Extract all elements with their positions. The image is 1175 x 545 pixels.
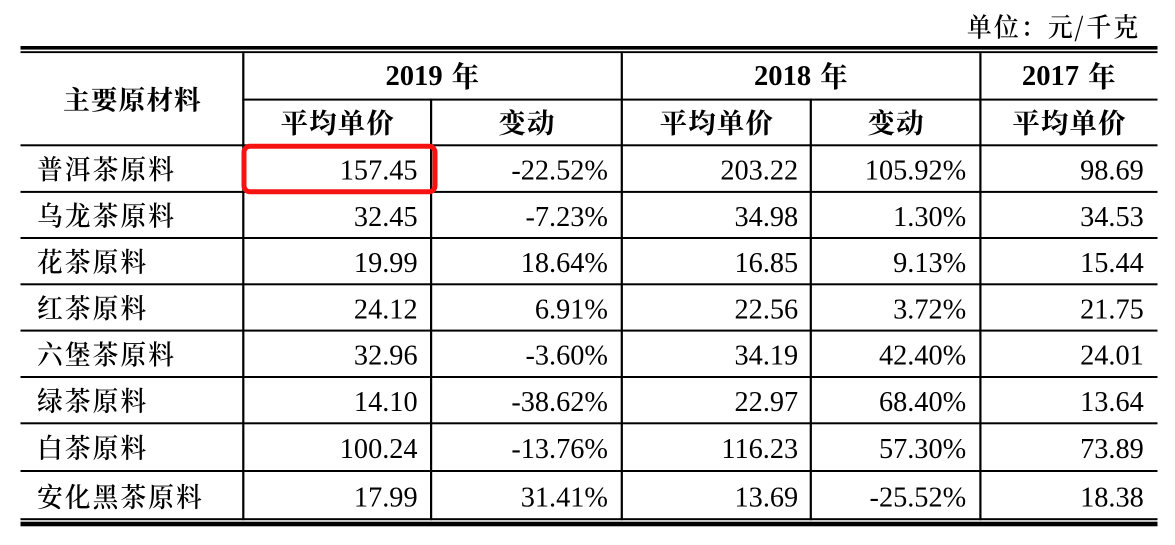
svg-text:22.97: 22.97	[735, 387, 799, 418]
svg-text:-22.52%: -22.52%	[511, 156, 608, 187]
svg-text:15.44: 15.44	[1080, 248, 1144, 279]
svg-text:3.72%: 3.72%	[893, 294, 966, 325]
svg-text:17.99: 17.99	[354, 482, 418, 513]
svg-text:22.56: 22.56	[735, 294, 799, 325]
svg-text:1.30%: 1.30%	[893, 202, 966, 233]
svg-text:34.19: 34.19	[735, 341, 799, 372]
svg-text:34.53: 34.53	[1080, 202, 1144, 233]
svg-text:21.75: 21.75	[1080, 294, 1144, 325]
svg-text:14.10: 14.10	[354, 387, 418, 418]
svg-text:-38.62%: -38.62%	[511, 387, 608, 418]
svg-text:13.69: 13.69	[735, 482, 799, 513]
svg-text:2018: 2018	[754, 61, 811, 92]
svg-text:34.98: 34.98	[735, 202, 799, 233]
svg-text:2017: 2017	[1022, 61, 1079, 92]
svg-text:18.64%: 18.64%	[521, 248, 608, 279]
svg-text:13.64: 13.64	[1080, 387, 1144, 418]
svg-text:-25.52%: -25.52%	[870, 482, 967, 513]
svg-text:73.89: 73.89	[1080, 434, 1144, 465]
svg-text:-7.23%: -7.23%	[525, 202, 608, 233]
svg-text:2019: 2019	[385, 61, 442, 92]
svg-text:18.38: 18.38	[1080, 482, 1144, 513]
svg-text:98.69: 98.69	[1080, 156, 1144, 187]
svg-text:24.12: 24.12	[354, 294, 418, 325]
svg-text:32.45: 32.45	[354, 202, 418, 233]
svg-text:203.22: 203.22	[720, 156, 798, 187]
svg-text:24.01: 24.01	[1080, 341, 1144, 372]
svg-text:116.23: 116.23	[721, 434, 798, 465]
svg-text:68.40%: 68.40%	[879, 387, 966, 418]
svg-text:16.85: 16.85	[735, 248, 799, 279]
svg-text:57.30%: 57.30%	[879, 434, 966, 465]
svg-text:19.99: 19.99	[354, 248, 418, 279]
svg-text:105.92%: 105.92%	[865, 156, 966, 187]
svg-text:-13.76%: -13.76%	[511, 434, 608, 465]
svg-text:42.40%: 42.40%	[879, 341, 966, 372]
svg-text:31.41%: 31.41%	[521, 482, 608, 513]
svg-text:157.45: 157.45	[340, 156, 418, 187]
svg-text:-3.60%: -3.60%	[525, 341, 608, 372]
svg-text:9.13%: 9.13%	[893, 248, 966, 279]
svg-text:32.96: 32.96	[354, 341, 418, 372]
svg-text:6.91%: 6.91%	[535, 294, 608, 325]
svg-text:100.24: 100.24	[340, 434, 418, 465]
